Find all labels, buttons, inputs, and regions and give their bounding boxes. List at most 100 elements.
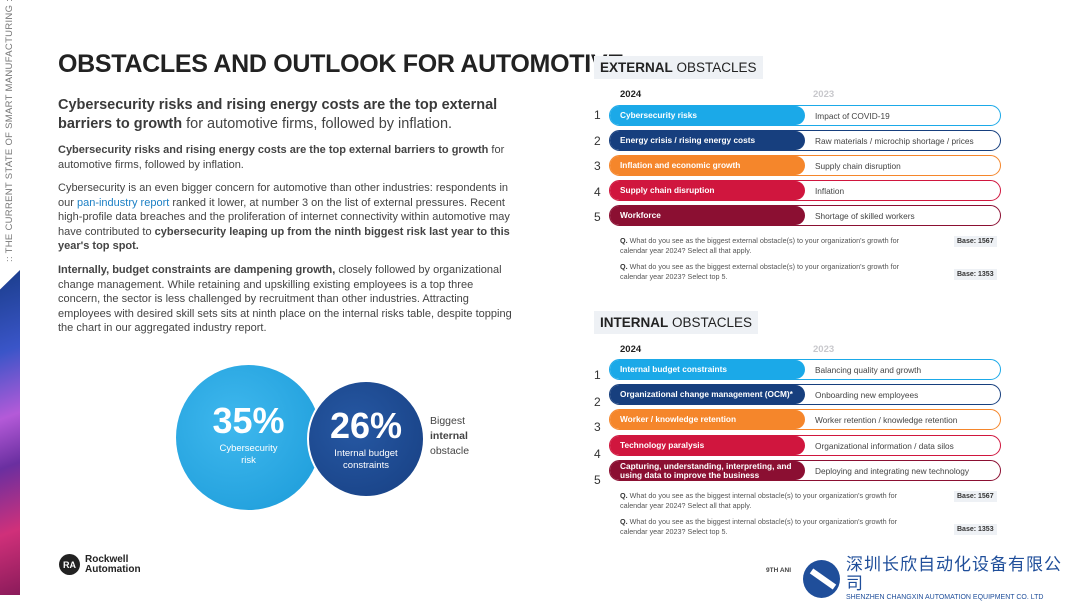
- rank-number: 3: [594, 159, 601, 173]
- heading-bold: EXTERNAL: [600, 60, 673, 75]
- q-prefix: Q.: [620, 262, 628, 271]
- stat-value: 35%: [212, 400, 285, 441]
- survey-question: Q. What do you see as the biggest extern…: [620, 262, 920, 281]
- stat-label: Internal budget constraints: [334, 448, 398, 471]
- stat-circle-budget: 26% Internal budget constraints: [307, 380, 425, 498]
- obstacle-2024: Workforce: [610, 206, 805, 225]
- watermark-en: SHENZHEN CHANGXIN AUTOMATION EQUIPMENT C…: [846, 594, 1044, 601]
- p1-bold: Cybersecurity risks and rising energy co…: [58, 144, 489, 156]
- title-bold: AND OUTLOOK FOR AUTOMOTIVE: [213, 50, 624, 78]
- year-2023-label: 2023: [813, 344, 835, 355]
- rank-number: 3: [594, 420, 601, 434]
- p2-text-b: ranked it lower, at number 3 on the list…: [58, 196, 510, 238]
- p3-bold: Internally, budget constraints are dampe…: [58, 264, 336, 276]
- q-prefix: Q.: [620, 517, 628, 526]
- year-2023-label: 2023: [813, 89, 835, 100]
- obstacle-2024: Supply chain disruption: [610, 181, 805, 200]
- obstacle-2023: Worker retention / knowledge retention: [815, 414, 958, 425]
- year-2024-label: 2024: [620, 344, 642, 355]
- rank-number: 2: [594, 134, 601, 148]
- obstacle-2023: Balancing quality and growth: [815, 364, 922, 375]
- survey-question: Q. What do you see as the biggest intern…: [620, 491, 920, 510]
- obstacle-2023: Shortage of skilled workers: [815, 210, 915, 221]
- obstacle-row: Worker / knowledge retention Worker reten…: [609, 409, 1001, 430]
- survey-question: Q. What do you see as the biggest extern…: [620, 236, 920, 255]
- rank-number: 1: [594, 368, 601, 382]
- base-badge: Base: 1353: [954, 524, 997, 535]
- obstacle-2023: Deploying and integrating new technology: [815, 465, 970, 476]
- caption-line: obstacle: [430, 445, 470, 457]
- obstacle-2023: Onboarding new employees: [815, 389, 919, 400]
- obstacle-2024: Organizational change management (OCM)*: [610, 385, 805, 404]
- section-heading: EXTERNAL OBSTACLES: [594, 56, 763, 79]
- lead-rest: for automotive firms, followed by inflat…: [182, 116, 453, 132]
- decorative-gradient-strip: [0, 270, 20, 595]
- p3-rest: closely followed by organizational chang…: [58, 264, 512, 335]
- obstacle-2024: Internal budget constraints: [610, 360, 805, 379]
- side-bar: :: THE CURRENT STATE OF SMART MANUFACTUR…: [0, 0, 22, 595]
- rank-number: 5: [594, 210, 601, 224]
- q-prefix: Q.: [620, 236, 628, 245]
- obstacle-2024: Capturing, understanding, interpreting, …: [610, 461, 805, 480]
- rank-number: 2: [594, 395, 601, 409]
- logo-line: Rockwell: [85, 553, 129, 565]
- p2-text: Cybersecurity is an even bigger concern …: [58, 182, 509, 209]
- obstacle-row: Workforce Shortage of skilled workers: [609, 205, 1001, 226]
- paragraph-2: Cybersecurity is an even bigger concern …: [58, 181, 518, 254]
- stat-value: 26%: [329, 405, 403, 446]
- lead-bold: Cybersecurity risks and rising energy co…: [58, 97, 498, 132]
- paragraph-3: Internally, budget constraints are dampe…: [58, 263, 518, 336]
- obstacle-2024: Inflation and economic growth: [610, 156, 805, 175]
- paragraph-1: Cybersecurity risks and rising energy co…: [58, 143, 518, 172]
- obstacle-row: Supply chain disruption Inflation: [609, 180, 1001, 201]
- obstacle-2023: Inflation: [815, 185, 845, 196]
- q-prefix: Q.: [620, 491, 628, 500]
- obstacle-2024: Technology paralysis: [610, 436, 805, 455]
- obstacle-2023: Organizational information / data silos: [815, 440, 954, 451]
- obstacle-row: Internal budget constraints Balancing qua…: [609, 359, 1001, 380]
- rockwell-logo: RA Rockwell Automation: [59, 554, 141, 575]
- q-text: What do you see as the biggest internal …: [620, 491, 898, 510]
- q-text: What do you see as the biggest external …: [620, 236, 900, 255]
- q-text: What do you see as the biggest external …: [620, 262, 900, 281]
- biggest-internal-caption: Biggest internal obstacle: [430, 414, 469, 459]
- obstacle-row: Organizational change management (OCM)* O…: [609, 384, 1001, 405]
- watermark-cn: 深圳长欣自动化设备有限公司: [846, 555, 1063, 593]
- section-heading: INTERNAL OBSTACLES: [594, 311, 759, 334]
- obstacle-row: Capturing, understanding, interpreting, …: [609, 460, 1001, 481]
- obstacle-2024: Cybersecurity risks: [610, 106, 805, 125]
- pan-industry-report-link[interactable]: pan-industry report: [76, 196, 170, 209]
- obstacle-row: Inflation and economic growth Supply chai…: [609, 155, 1001, 176]
- obstacle-row: Energy crisis / rising energy costs Raw m…: [609, 130, 1001, 151]
- caption-line: Biggest: [430, 415, 466, 427]
- obstacle-2023: Raw materials / microchip shortage / pri…: [815, 135, 974, 146]
- obstacle-2024: Worker / knowledge retention: [610, 410, 805, 429]
- logo-mark: RA: [59, 554, 80, 575]
- rank-number: 4: [594, 185, 601, 199]
- obstacle-row: Technology paralysis Organizational infor…: [609, 435, 1001, 456]
- watermark-logo-icon: [803, 559, 841, 598]
- p2-bold: cybersecurity leaping up from the ninth …: [58, 225, 510, 253]
- base-badge: Base: 1353: [954, 269, 997, 280]
- rank-number: 1: [594, 108, 601, 122]
- base-badge: Base: 1567: [954, 236, 997, 247]
- stat-circle-cybersecurity: 35% Cybersecurity risk: [176, 365, 321, 510]
- side-label: :: THE CURRENT STATE OF SMART MANUFACTUR…: [4, 0, 15, 262]
- heading-rest: OBSTACLES: [668, 315, 753, 330]
- rank-number: 5: [594, 473, 601, 487]
- survey-question: Q. What do you see as the biggest intern…: [620, 517, 920, 536]
- obstacle-2024: Energy crisis / rising energy costs: [610, 131, 805, 150]
- heading-rest: OBSTACLES: [672, 60, 757, 75]
- title-light: OBSTACLES: [58, 50, 214, 78]
- p1-rest: for automotive firms, followed by inflat…: [58, 144, 505, 171]
- obstacle-2023: Supply chain disruption: [815, 160, 901, 171]
- obstacle-2023: Impact of COVID-19: [815, 110, 890, 121]
- page-footer: 9TH ANI: [766, 567, 792, 574]
- page-title: OBSTACLES AND OUTLOOK FOR AUTOMOTIVE: [58, 50, 624, 79]
- rank-number: 4: [594, 447, 601, 461]
- base-badge: Base: 1567: [954, 491, 997, 502]
- obstacle-row: Cybersecurity risks Impact of COVID-19: [609, 105, 1001, 126]
- year-2024-label: 2024: [620, 89, 642, 100]
- q-text: What do you see as the biggest internal …: [620, 517, 898, 536]
- heading-bold: INTERNAL: [600, 315, 669, 330]
